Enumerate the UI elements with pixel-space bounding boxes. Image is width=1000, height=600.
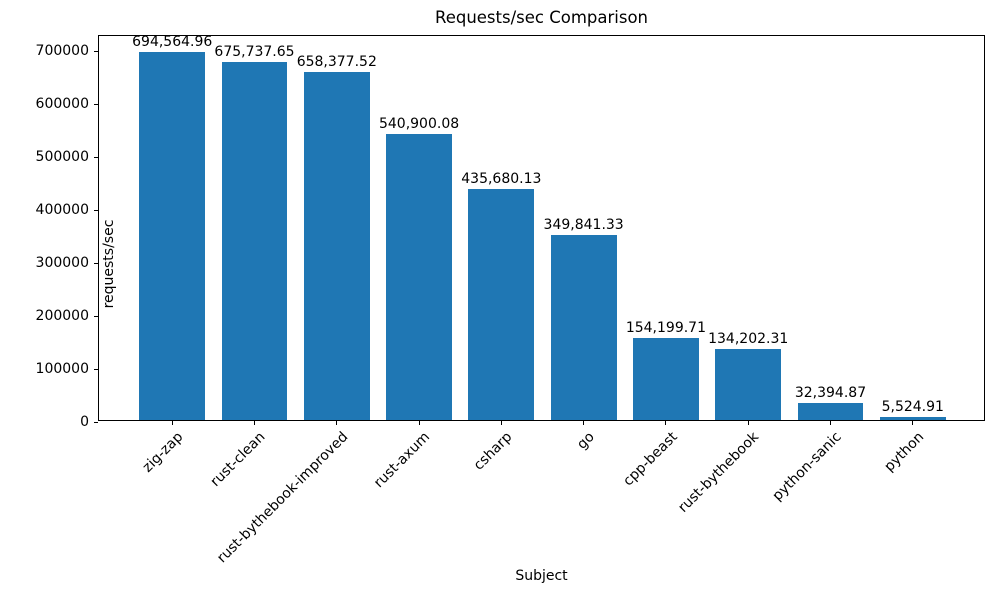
x-tick-mark	[500, 421, 502, 425]
x-tick-mark	[418, 421, 420, 425]
bar-value-label: 134,202.31	[708, 330, 789, 347]
bar	[715, 348, 782, 420]
x-tick-mark	[336, 421, 338, 425]
bar	[633, 338, 699, 420]
bar-value-label: 5,524.91	[881, 399, 944, 416]
bar-value-label: 435,680.13	[461, 171, 542, 188]
x-tick-label: rust-bythebook	[675, 429, 763, 516]
bar-value-label: 349,841.33	[543, 216, 624, 233]
y-tick-label: 200000	[35, 307, 89, 324]
y-tick-label: 500000	[35, 148, 89, 165]
bar	[386, 133, 452, 420]
y-tick-mark	[94, 315, 98, 317]
bar-value-label: 540,900.08	[378, 115, 460, 132]
x-tick-label: cpp-beast	[619, 429, 681, 490]
bar	[797, 402, 864, 420]
bar-value-label: 694,564.96	[132, 34, 213, 51]
y-tick-label: 0	[80, 413, 89, 430]
bar	[303, 71, 370, 420]
bar	[221, 62, 288, 420]
plot-area: requests/sec 0 100000 200000 300000 400000 50…	[36, 34, 985, 566]
x-tick-label: rust-clean	[207, 429, 269, 490]
x-tick-mark	[829, 421, 831, 425]
x-tick-mark	[583, 421, 585, 425]
x-tick-label: csharp	[471, 429, 516, 474]
x-tick-label: go	[574, 429, 598, 453]
y-tick-mark	[94, 51, 98, 52]
chart-title: Requests/sec Comparison	[434, 8, 649, 27]
x-tick-mark	[254, 421, 255, 425]
y-tick-label: 400000	[35, 201, 89, 218]
x-tick-label: python-sanic	[769, 429, 845, 505]
bar	[879, 417, 946, 420]
x-tick-mark	[912, 421, 914, 425]
y-axis-label: requests/sec	[101, 219, 117, 309]
y-tick-mark	[94, 103, 98, 105]
y-tick-mark	[94, 209, 98, 211]
x-tick-mark	[171, 421, 173, 425]
bar	[550, 234, 617, 420]
x-tick-label: zig-zap	[139, 429, 187, 476]
bar-value-label: 32,394.87	[794, 384, 867, 401]
y-tick-label: 600000	[35, 95, 89, 112]
x-tick-label: rust-bythebook-improved	[213, 429, 352, 567]
x-tick-mark	[665, 421, 667, 425]
y-tick-mark	[94, 262, 98, 264]
y-tick-mark	[94, 156, 98, 158]
x-axis-label: Subject	[515, 568, 568, 584]
y-tick-label: 100000	[35, 360, 89, 377]
x-tick-label: python	[881, 429, 928, 475]
y-tick-mark	[94, 421, 98, 423]
y-tick-mark	[94, 368, 98, 370]
bar-value-label: 675,737.65	[214, 44, 295, 61]
x-tick-mark	[747, 421, 749, 425]
y-tick-label: 300000	[35, 254, 89, 271]
bar-value-label: 154,199.71	[625, 320, 706, 337]
bar	[468, 189, 535, 420]
bar-value-label: 658,377.52	[296, 53, 377, 70]
y-tick-label: 700000	[35, 43, 89, 59]
bar	[139, 52, 206, 420]
x-tick-label: rust-axum	[371, 429, 434, 492]
